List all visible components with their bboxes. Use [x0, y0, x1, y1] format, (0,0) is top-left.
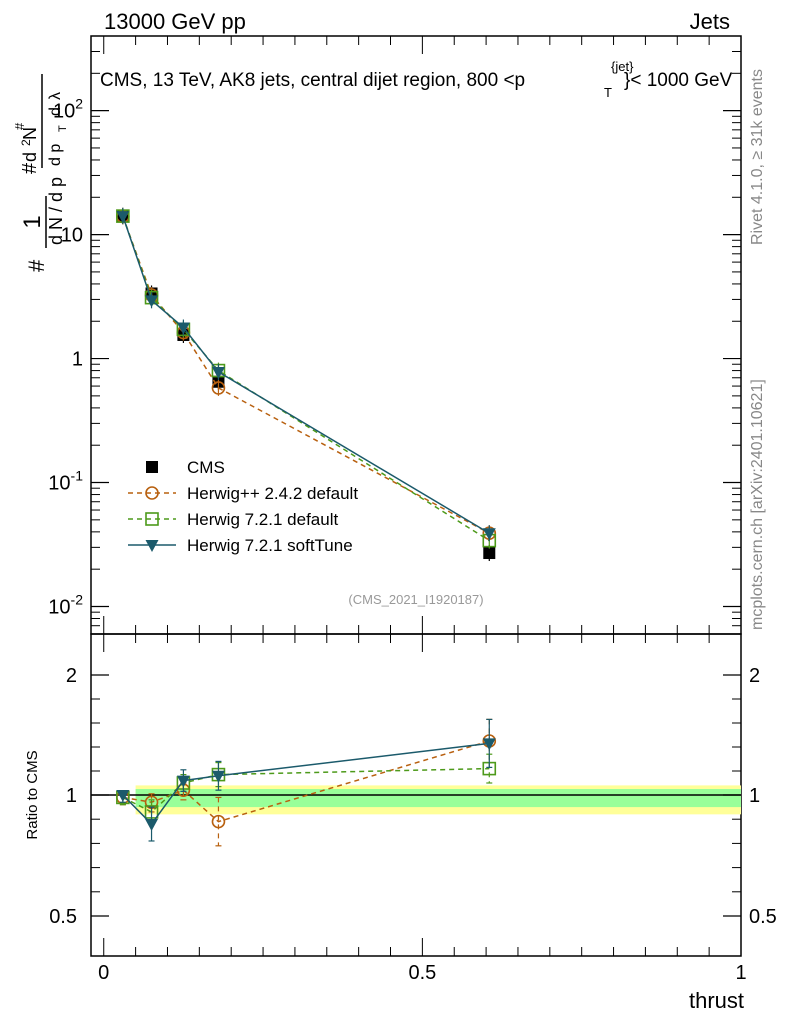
- main-y-tick-label: 102: [53, 96, 83, 123]
- svg-text:1: 1: [19, 215, 46, 228]
- main-data-point: [211, 366, 225, 379]
- ratio-y-tick-label-right: 0.5: [749, 906, 777, 928]
- ratio-y-tick-label: 2: [66, 665, 77, 687]
- header-right: Jets: [690, 9, 730, 34]
- legend-marker: [145, 486, 159, 500]
- main-data-point: [176, 322, 190, 335]
- legend-label: Herwig 7.2.1 default: [187, 510, 338, 529]
- ratio-data-point: [211, 770, 225, 783]
- main-data-point: [145, 295, 159, 308]
- ratio-data-point: [145, 819, 159, 832]
- svg-text:d: d: [47, 107, 64, 116]
- legend-marker: [145, 540, 159, 552]
- ratio-y-tick-label: 1: [66, 785, 77, 807]
- main-data-point: [211, 381, 226, 395]
- main-y-tick-label: 10-2: [48, 591, 83, 618]
- main-y-tick-label: 10-1: [48, 468, 83, 495]
- ratio-band-inner: [135, 789, 741, 808]
- legend-label: Herwig++ 2.4.2 default: [187, 484, 358, 503]
- rivet-label: Rivet 4.1.0, ≥ 31k events: [749, 69, 766, 245]
- x-axis-label: thrust: [689, 988, 744, 1013]
- ratio-y-axis-label: Ratio to CMS: [24, 750, 41, 839]
- main-data-point: [482, 528, 496, 541]
- chart-title: CMS, 13 TeV, AK8 jets, central dijet reg…: [100, 59, 733, 100]
- legend-label: CMS: [187, 458, 225, 477]
- mcplots-label: mcplots.cern.ch [arXiv:2401.10621]: [749, 379, 766, 630]
- ratio-y-tick-label-right: 2: [749, 665, 760, 687]
- main-y-tick-label: 10: [61, 225, 83, 247]
- svg-text:}< 1000 GeV: }< 1000 GeV: [624, 70, 733, 91]
- ratio-data-point: [176, 775, 190, 788]
- main-y-axis-label: # 1 d N / d p # d 2 N d p T d λ #: [12, 74, 69, 272]
- analysis-watermark: (CMS_2021_I1920187): [348, 592, 483, 607]
- x-tick-label: 1: [735, 962, 746, 984]
- x-tick-label: 0.5: [408, 962, 436, 984]
- x-tick-label: 0: [98, 962, 109, 984]
- ratio-data-point: [211, 814, 226, 829]
- svg-text:#: #: [19, 162, 41, 174]
- svg-text:2: 2: [19, 139, 33, 146]
- svg-text:d p: d p: [47, 144, 64, 166]
- svg-text:d N / d p: d N / d p: [46, 177, 66, 245]
- svg-text:#: #: [24, 259, 49, 272]
- ratio-data-point: [482, 738, 496, 751]
- svg-text:CMS, 13 TeV, AK8 jets, central: CMS, 13 TeV, AK8 jets, central dijet reg…: [100, 70, 525, 91]
- legend-label: Herwig 7.2.1 softTune: [187, 536, 353, 555]
- ratio-y-tick-label-right: 1: [749, 785, 760, 807]
- legend-marker: [146, 461, 158, 473]
- main-y-tick-label: 1: [72, 349, 83, 371]
- svg-text:#: #: [12, 122, 27, 130]
- svg-text:T: T: [604, 85, 612, 100]
- header-left: 13000 GeV pp: [104, 9, 246, 34]
- svg-text:λ: λ: [47, 92, 64, 100]
- main-data-point: [483, 547, 496, 560]
- ratio-y-tick-label: 0.5: [49, 906, 77, 928]
- svg-text:d: d: [20, 152, 40, 162]
- legend-marker: [145, 512, 159, 526]
- svg-text:{jet}: {jet}: [611, 59, 634, 74]
- svg-text:N: N: [20, 127, 40, 140]
- svg-text:T: T: [57, 125, 69, 132]
- main-data-point: [116, 211, 130, 224]
- ratio-data-point: [116, 790, 130, 802]
